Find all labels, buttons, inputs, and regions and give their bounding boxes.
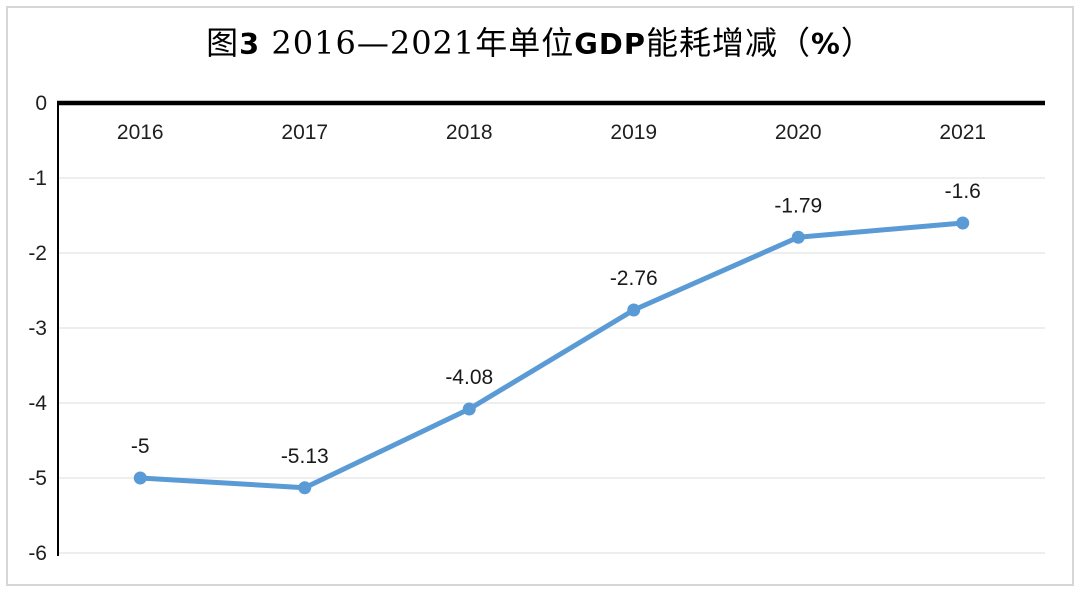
data-point-marker bbox=[298, 481, 312, 495]
chart-title: 图3 2016—2021年单位GDP能耗增减（%） bbox=[0, 21, 1080, 66]
data-point-label: -1.6 bbox=[945, 180, 981, 203]
y-axis-tick-label: -3 bbox=[28, 317, 47, 340]
data-point-label: -5.13 bbox=[281, 445, 329, 468]
data-point-label: -4.08 bbox=[445, 366, 493, 389]
x-axis-category-label: 2016 bbox=[117, 121, 164, 144]
chart-title-segment: 图 bbox=[206, 24, 240, 62]
chart-title-segment: 2016—2021 bbox=[260, 24, 476, 62]
chart-title-segment: 3 bbox=[239, 27, 261, 61]
x-axis-category-label: 2018 bbox=[446, 121, 493, 144]
data-point-label: -2.76 bbox=[610, 267, 658, 290]
data-point-marker bbox=[791, 230, 805, 244]
chart-title-segment: 年单位 bbox=[475, 24, 575, 62]
data-point-marker bbox=[627, 303, 641, 317]
x-axis-category-label: 2021 bbox=[939, 121, 986, 144]
y-axis-tick-label: -2 bbox=[28, 242, 47, 265]
data-point-label: -5 bbox=[131, 435, 150, 458]
x-axis-category-label: 2020 bbox=[775, 121, 822, 144]
y-axis-tick-label: -6 bbox=[28, 542, 47, 565]
y-axis-tick-label: -5 bbox=[28, 467, 47, 490]
x-axis-category-label: 2019 bbox=[610, 121, 657, 144]
chart-title-segment: 能耗增减（ bbox=[645, 24, 811, 62]
data-point-marker bbox=[462, 402, 476, 416]
chart-title-segment: ） bbox=[840, 24, 874, 62]
data-point-marker bbox=[133, 471, 147, 485]
data-point-marker bbox=[956, 216, 970, 230]
chart-title-segment: % bbox=[810, 27, 841, 61]
y-axis-tick-label: -4 bbox=[28, 392, 47, 415]
data-point-label: -1.79 bbox=[774, 194, 822, 217]
y-axis-tick-label: 0 bbox=[35, 92, 47, 115]
x-axis-category-label: 2017 bbox=[281, 121, 328, 144]
chart-title-segment: GDP bbox=[574, 27, 646, 61]
y-axis-tick-label: -1 bbox=[28, 167, 47, 190]
data-series-line bbox=[137, 220, 966, 491]
